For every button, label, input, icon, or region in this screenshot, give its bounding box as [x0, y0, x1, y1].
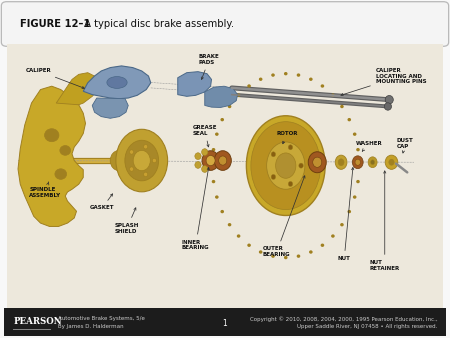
Text: NUT
RETAINER: NUT RETAINER: [369, 171, 400, 271]
Text: WASHER: WASHER: [356, 141, 382, 151]
Ellipse shape: [340, 105, 344, 108]
Ellipse shape: [288, 145, 293, 150]
Text: Copyright © 2010, 2008, 2004, 2000, 1995 Pearson Education, Inc.,: Copyright © 2010, 2008, 2004, 2000, 1995…: [250, 316, 437, 321]
Ellipse shape: [215, 132, 219, 136]
Ellipse shape: [338, 159, 344, 166]
Ellipse shape: [271, 255, 275, 258]
Text: GREASE
SEAL: GREASE SEAL: [193, 125, 217, 147]
Ellipse shape: [144, 145, 148, 149]
Ellipse shape: [347, 118, 351, 121]
Polygon shape: [18, 86, 86, 226]
Ellipse shape: [297, 73, 300, 77]
Ellipse shape: [110, 150, 128, 171]
Text: Upper Saddle River, NJ 07458 • All rights reserved.: Upper Saddle River, NJ 07458 • All right…: [297, 324, 437, 329]
Ellipse shape: [133, 150, 150, 171]
Text: DUST
CAP: DUST CAP: [396, 138, 414, 153]
Ellipse shape: [271, 174, 275, 179]
Ellipse shape: [335, 155, 347, 169]
Ellipse shape: [144, 172, 148, 176]
Text: OUTER
BEARING: OUTER BEARING: [263, 176, 305, 257]
Ellipse shape: [116, 129, 167, 192]
Ellipse shape: [152, 158, 157, 163]
Ellipse shape: [309, 250, 313, 254]
Ellipse shape: [385, 155, 398, 169]
Ellipse shape: [284, 256, 288, 259]
Polygon shape: [92, 98, 128, 118]
Ellipse shape: [271, 73, 275, 77]
Ellipse shape: [284, 72, 288, 75]
Ellipse shape: [385, 96, 393, 104]
Bar: [7, 44, 443, 308]
Polygon shape: [205, 86, 238, 107]
Ellipse shape: [212, 180, 215, 183]
Ellipse shape: [220, 210, 224, 213]
Ellipse shape: [259, 250, 262, 254]
FancyBboxPatch shape: [1, 2, 449, 46]
Text: INNER
BEARING: INNER BEARING: [182, 168, 210, 250]
Ellipse shape: [299, 163, 303, 168]
Ellipse shape: [195, 162, 201, 168]
Ellipse shape: [60, 146, 71, 155]
Ellipse shape: [371, 160, 374, 165]
Text: NUT: NUT: [338, 168, 354, 261]
Ellipse shape: [45, 129, 59, 142]
Ellipse shape: [130, 150, 134, 154]
Ellipse shape: [384, 103, 392, 110]
Ellipse shape: [389, 159, 394, 165]
Ellipse shape: [356, 180, 360, 183]
Ellipse shape: [353, 195, 356, 199]
Text: GASKET: GASKET: [90, 194, 114, 210]
Polygon shape: [83, 66, 151, 99]
Ellipse shape: [214, 151, 231, 170]
Ellipse shape: [237, 234, 240, 238]
Ellipse shape: [297, 255, 300, 258]
Ellipse shape: [266, 142, 305, 189]
Ellipse shape: [220, 118, 224, 121]
Text: Automotive Brake Systems, 5/e: Automotive Brake Systems, 5/e: [58, 316, 144, 321]
Text: A typical disc brake assembly.: A typical disc brake assembly.: [81, 19, 234, 29]
Text: By James D. Halderman: By James D. Halderman: [58, 324, 123, 329]
Ellipse shape: [356, 148, 360, 151]
Text: SPINDLE
ASSEMBLY: SPINDLE ASSEMBLY: [29, 182, 61, 198]
Ellipse shape: [313, 157, 322, 167]
Ellipse shape: [206, 155, 215, 166]
Text: PEARSON: PEARSON: [14, 317, 62, 325]
Ellipse shape: [215, 195, 219, 199]
Ellipse shape: [357, 164, 361, 167]
Text: SPLASH
SHIELD: SPLASH SHIELD: [115, 208, 139, 234]
Ellipse shape: [202, 166, 208, 172]
Ellipse shape: [340, 223, 344, 226]
Polygon shape: [56, 73, 99, 105]
Ellipse shape: [288, 182, 293, 187]
Ellipse shape: [125, 140, 158, 181]
Ellipse shape: [107, 77, 127, 89]
Text: BRAKE
PADS: BRAKE PADS: [199, 54, 220, 79]
Ellipse shape: [331, 234, 335, 238]
Ellipse shape: [130, 167, 134, 171]
Bar: [4, 308, 446, 336]
Ellipse shape: [228, 105, 231, 108]
Text: CALIPER
LOCATING AND
MOUNTING PINS: CALIPER LOCATING AND MOUNTING PINS: [341, 68, 427, 96]
Ellipse shape: [352, 156, 363, 169]
Ellipse shape: [275, 153, 296, 178]
Ellipse shape: [320, 84, 324, 88]
Ellipse shape: [271, 152, 275, 157]
Ellipse shape: [195, 153, 201, 160]
Ellipse shape: [247, 116, 325, 216]
Text: ROTOR: ROTOR: [277, 131, 298, 144]
Ellipse shape: [331, 94, 335, 97]
Ellipse shape: [355, 159, 360, 165]
Text: FIGURE 12–1: FIGURE 12–1: [20, 19, 91, 29]
Ellipse shape: [320, 244, 324, 247]
Ellipse shape: [251, 122, 320, 210]
Ellipse shape: [228, 223, 231, 226]
Ellipse shape: [219, 156, 227, 165]
Ellipse shape: [202, 149, 208, 155]
Ellipse shape: [368, 157, 377, 168]
Ellipse shape: [211, 164, 214, 167]
Ellipse shape: [309, 77, 313, 81]
Ellipse shape: [212, 148, 215, 151]
Ellipse shape: [259, 77, 262, 81]
Ellipse shape: [247, 244, 251, 247]
